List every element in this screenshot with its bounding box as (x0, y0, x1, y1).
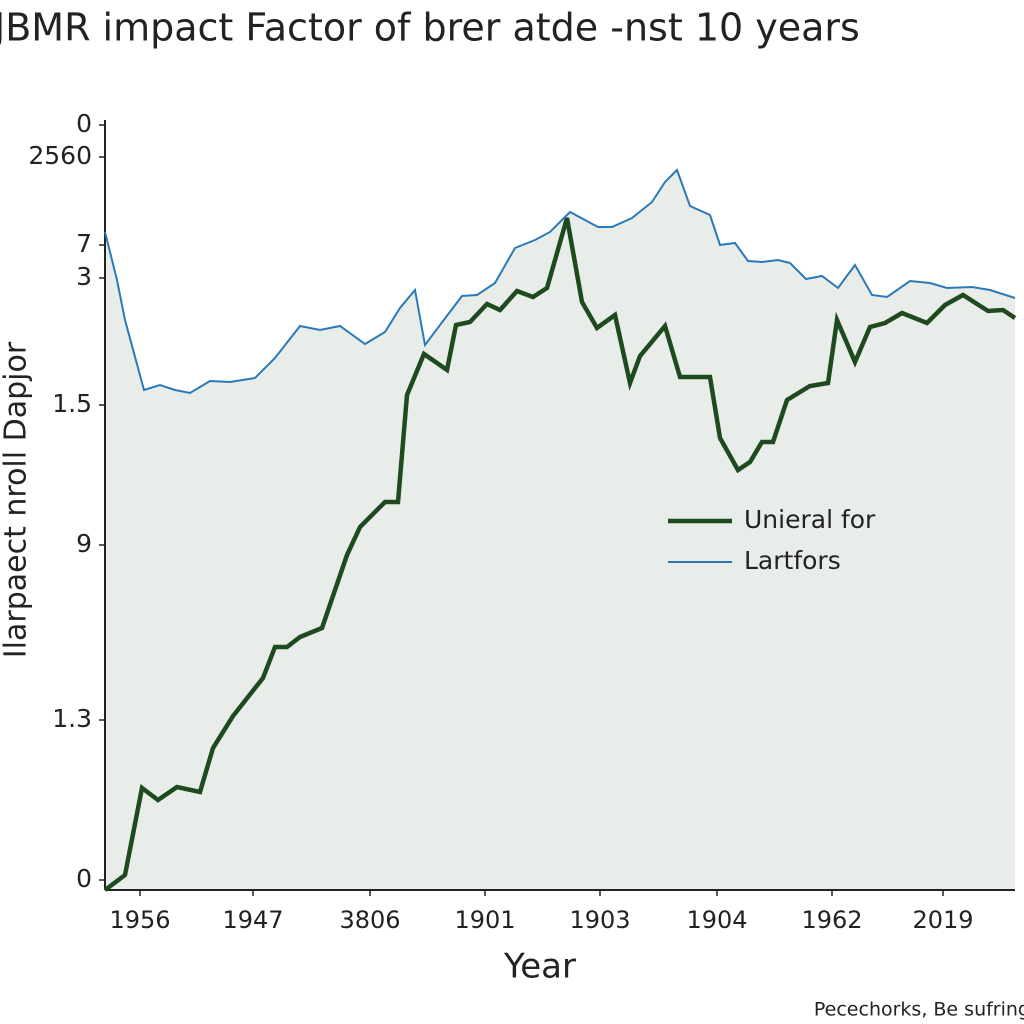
x-tick-label: 1947 (222, 906, 283, 934)
y-tick-label: 0 (76, 864, 92, 893)
y-tick-label: 3 (76, 262, 92, 291)
x-tick-label: 1956 (109, 906, 170, 934)
x-tick-label: 3806 (339, 906, 400, 934)
x-tick-label: 2019 (912, 906, 973, 934)
legend-label: Lartfors (744, 546, 841, 575)
line (103, 217, 1017, 892)
y-tick-label: 2560 (28, 141, 92, 170)
y-tick-label: 1.3 (52, 704, 92, 733)
y-tick-label: 1.5 (52, 389, 92, 418)
y-tick-label: 9 (76, 529, 92, 558)
line (104, 168, 1016, 395)
chart-title: JBMR impact Factor of brer atde -nst 10 … (0, 6, 860, 50)
footer: Pecechorks, Be sufring (814, 999, 1024, 1021)
y-axis-label: Ilarpaect nroll Dapjor (0, 341, 34, 658)
x-tick-label: 1903 (569, 906, 630, 934)
x-tick-label: 1901 (454, 906, 515, 934)
y-tick-label: 0 (76, 109, 92, 138)
x-tick-label: 1962 (801, 906, 862, 934)
x-axis-label: Year (503, 947, 576, 987)
legend-label: Unieral for (744, 505, 876, 534)
area (105, 170, 1015, 890)
x-tick-label: 1904 (686, 906, 747, 934)
y-tick-label: 7 (76, 229, 92, 258)
